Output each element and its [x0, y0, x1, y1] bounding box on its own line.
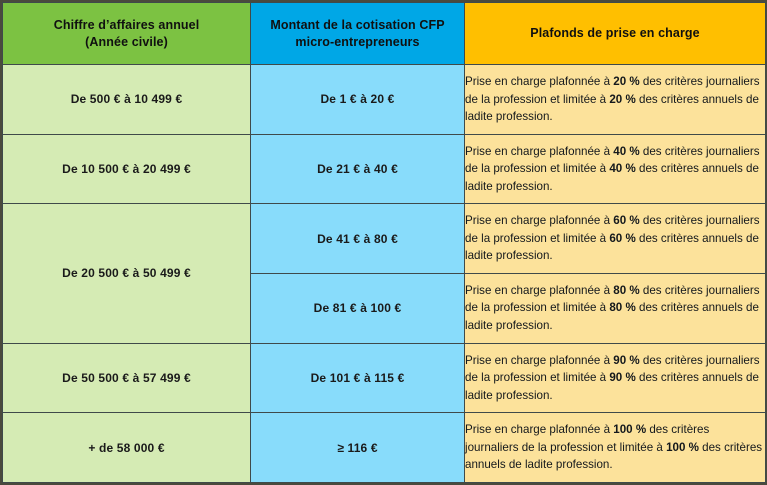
- plafond-percent-annuel: 60 %: [609, 231, 636, 245]
- table-header: Chiffre d’affaires annuel (Année civile)…: [2, 2, 766, 65]
- plafond-percent-annuel: 90 %: [609, 371, 636, 385]
- plafond-percent-journalier: 100 %: [613, 423, 647, 437]
- cell-plafond: Prise en charge plafonnée à 90 % des cri…: [464, 342, 766, 414]
- plafond-text-middle: des critères journaliers de la professio…: [465, 423, 710, 454]
- plafond-percent-journalier: 40 %: [613, 144, 640, 158]
- table-row: + de 58 000 € ≥ 116 € Prise en charge plaf…: [2, 412, 766, 483]
- table-row: De 500 € à 10 499 € De 1 € à 20 € Prise en…: [2, 64, 766, 135]
- column-header-plafonds-line1: Plafonds de prise en charge: [530, 26, 700, 41]
- cell-plafond: Prise en charge plafonnée à 40 % des cri…: [464, 133, 766, 205]
- plafond-percent-annuel: 100 %: [666, 440, 699, 454]
- cell-plafond: Prise en charge plafonnée à 60 % des cri…: [464, 203, 766, 274]
- cell-chiffre-affaires: + de 58 000 €: [2, 412, 251, 483]
- column-header-cotisation: Montant de la cotisation CFP micro-entre…: [250, 2, 465, 65]
- plafond-text-prefix: Prise en charge plafonnée à: [465, 283, 614, 297]
- plafond-text-middle: des critères journaliers de la professio…: [465, 353, 760, 385]
- cell-cotisation: De 81 € à 100 €: [250, 272, 465, 344]
- plafond-text-middle: des critères journaliers de la professio…: [465, 214, 760, 245]
- plafond-text-suffix: des critères annuels de ladite professio…: [465, 440, 763, 472]
- plafond-text-prefix: Prise en charge plafonnée à: [465, 353, 614, 367]
- column-header-chiffre-affaires: Chiffre d’affaires annuel (Année civile): [2, 2, 251, 65]
- cell-cotisation: De 21 € à 40 €: [250, 133, 465, 205]
- plafond-percent-journalier: 90 %: [613, 353, 640, 367]
- plafond-text-middle: des critères journaliers de la professio…: [465, 283, 760, 315]
- cell-cotisation: ≥ 116 €: [250, 412, 465, 483]
- cell-chiffre-affaires: De 20 500 € à 50 499 €: [2, 203, 251, 344]
- cell-cotisation: De 41 € à 80 €: [250, 203, 465, 274]
- cell-chiffre-affaires: De 500 € à 10 499 €: [2, 64, 251, 135]
- cell-cotisation: De 101 € à 115 €: [250, 342, 465, 414]
- cell-plafond: Prise en charge plafonnée à 20 % des cri…: [464, 64, 766, 135]
- plafond-percent-journalier: 20 %: [613, 74, 640, 88]
- plafond-text-prefix: Prise en charge plafonnée à: [465, 74, 614, 88]
- column-header-chiffre-affaires-line2: (Année civile): [85, 34, 168, 49]
- plafond-percent-annuel: 40 %: [609, 162, 636, 176]
- plafond-text-middle: des critères journaliers de la professio…: [465, 74, 760, 106]
- plafond-percent-journalier: 80 %: [613, 283, 640, 297]
- table-row: De 50 500 € à 57 499 € De 101 € à 115 € Pr…: [2, 342, 766, 414]
- table-row: De 20 500 € à 50 499 € De 41 € à 80 € Pris…: [2, 203, 766, 344]
- plafond-percent-annuel: 80 %: [609, 301, 636, 315]
- cell-chiffre-affaires: De 50 500 € à 57 499 €: [2, 342, 251, 414]
- plafond-text-prefix: Prise en charge plafonnée à: [465, 214, 614, 228]
- plafond-text-suffix: des critères annuels de ladite professio…: [465, 162, 759, 193]
- cell-cotisation: De 1 € à 20 €: [250, 64, 465, 135]
- header-row: Chiffre d’affaires annuel (Année civile)…: [2, 2, 766, 65]
- cell-chiffre-affaires: De 10 500 € à 20 499 €: [2, 133, 251, 205]
- plafond-text-prefix: Prise en charge plafonnée à: [465, 423, 614, 437]
- plafond-text-suffix: des critères annuels de ladite professio…: [465, 92, 759, 124]
- column-header-cotisation-line1: Montant de la cotisation CFP: [270, 17, 445, 32]
- plafond-percent-journalier: 60 %: [613, 214, 640, 228]
- table-row: De 81 € à 100 € Prise en charge plafonnée…: [3, 272, 766, 344]
- column-header-chiffre-affaires-line1: Chiffre d’affaires annuel: [53, 17, 200, 32]
- plafond-text-middle: des critères journaliers de la professio…: [465, 144, 760, 176]
- column-header-plafonds: Plafonds de prise en charge: [464, 2, 766, 65]
- plafond-percent-annuel: 20 %: [609, 92, 636, 106]
- cell-plafond: Prise en charge plafonnée à 100 % des cr…: [464, 412, 766, 483]
- plafond-text-suffix: des critères annuels de ladite professio…: [465, 371, 759, 402]
- cell-plafond: Prise en charge plafonnée à 80 % des cri…: [464, 272, 766, 344]
- plafond-text-suffix: des critères annuels de ladite professio…: [465, 301, 759, 333]
- plafond-text-suffix: des critères annuels de ladite professio…: [465, 231, 759, 263]
- column-header-cotisation-line2: micro-entrepreneurs: [295, 34, 420, 49]
- plafond-text-prefix: Prise en charge plafonnée à: [465, 144, 614, 158]
- table-body: De 500 € à 10 499 € De 1 € à 20 € Prise en…: [2, 64, 766, 483]
- table-row: De 10 500 € à 20 499 € De 21 € à 40 € Pris…: [2, 133, 766, 205]
